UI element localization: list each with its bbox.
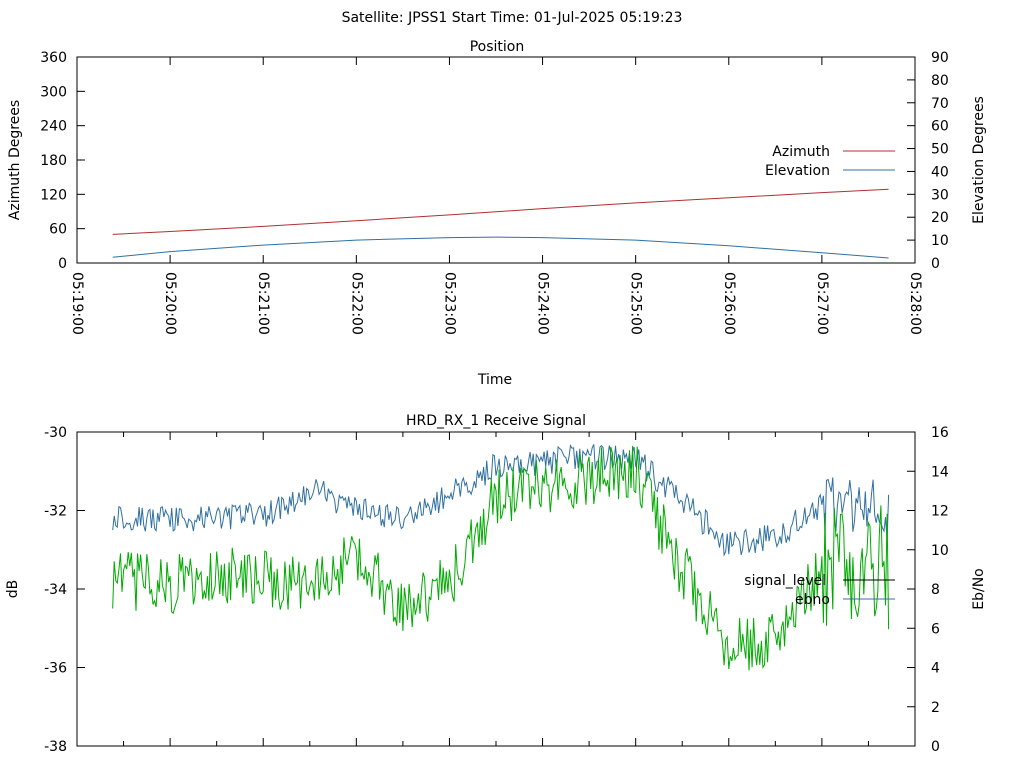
signal-series-2 bbox=[112, 445, 890, 671]
signal-y2-tick-label: 10 bbox=[931, 543, 949, 559]
position-y2-tick-label: 20 bbox=[931, 210, 949, 226]
position-y-tick-label: 0 bbox=[58, 256, 67, 272]
signal-y2-tick-label: 4 bbox=[931, 661, 940, 677]
signal-y2-axis-label: Eb/No bbox=[971, 568, 987, 610]
legend-label-azimuth: Azimuth bbox=[772, 144, 830, 160]
signal-y-tick-label: -38 bbox=[44, 739, 67, 755]
position-series-0 bbox=[112, 188, 889, 235]
position-chart-title: Position bbox=[470, 39, 525, 55]
position-y2-tick-label: 30 bbox=[931, 187, 949, 203]
legend-label-ebno: ebno bbox=[795, 592, 830, 608]
position-y2-tick-label: 70 bbox=[931, 96, 949, 112]
legend-label-elevation: Elevation bbox=[765, 163, 830, 179]
position-y-tick-label: 360 bbox=[40, 50, 67, 66]
signal-legend: signal_level ebno bbox=[744, 573, 895, 608]
signal-y2-tick-label: 16 bbox=[931, 425, 949, 441]
position-y2-tick-label: 90 bbox=[931, 50, 949, 66]
signal-y-tick-label: -36 bbox=[44, 661, 67, 677]
signal-y2-tick-label: 12 bbox=[931, 504, 949, 520]
position-x-tick-label: 05:20:00 bbox=[162, 272, 178, 335]
position-x-tick-label: 05:26:00 bbox=[721, 272, 737, 335]
position-x-tick-label: 05:21:00 bbox=[255, 272, 271, 335]
position-y-tick-label: 120 bbox=[40, 187, 67, 203]
position-y2-tick-label: 0 bbox=[931, 256, 940, 272]
signal-y2-tick-label: 2 bbox=[931, 700, 940, 716]
signal-plot-frame bbox=[76, 431, 916, 747]
signal-y-tick-label: -30 bbox=[44, 425, 67, 441]
position-x-tick-label: 05:25:00 bbox=[628, 272, 644, 335]
position-y-axis-label: Azimuth Degrees bbox=[7, 100, 23, 220]
signal-y2-tick-label: 8 bbox=[931, 582, 940, 598]
position-y2-tick-label: 60 bbox=[931, 119, 949, 135]
signal-y2-tick-label: 6 bbox=[931, 621, 940, 637]
position-x-axis-label: Time bbox=[477, 372, 512, 388]
signal-chart-title: HRD_RX_1 Receive Signal bbox=[406, 413, 586, 429]
position-y2-tick-label: 10 bbox=[931, 233, 949, 249]
figure-header: Satellite: JPSS1 Start Time: 01-Jul-2025… bbox=[342, 10, 683, 26]
position-x-tick-label: 05:23:00 bbox=[441, 272, 457, 335]
legend-label-signal-level: signal_level bbox=[744, 573, 826, 589]
position-series-1 bbox=[112, 236, 889, 259]
position-y-tick-label: 60 bbox=[49, 222, 67, 238]
position-x-tick-label: 05:27:00 bbox=[814, 272, 830, 335]
position-x-tick-label: 05:28:00 bbox=[907, 272, 923, 335]
position-y2-tick-label: 80 bbox=[931, 73, 949, 89]
position-legend: Azimuth Elevation bbox=[765, 144, 895, 179]
position-y2-axis-label: Elevation Degrees bbox=[971, 96, 987, 224]
signal-y2-tick-label: 0 bbox=[931, 739, 940, 755]
position-y-tick-label: 180 bbox=[40, 153, 67, 169]
position-plot-frame bbox=[76, 56, 916, 264]
position-y-tick-label: 300 bbox=[40, 84, 67, 100]
signal-y2-tick-label: 14 bbox=[931, 464, 949, 480]
position-y2-tick-label: 40 bbox=[931, 164, 949, 180]
signal-y-axis-label: dB bbox=[5, 580, 21, 599]
signal-y-tick-label: -32 bbox=[44, 504, 67, 520]
position-x-tick-label: 05:22:00 bbox=[348, 272, 364, 335]
signal-y-tick-label: -34 bbox=[44, 582, 67, 598]
signal-series-1 bbox=[112, 443, 890, 557]
position-y-tick-label: 240 bbox=[40, 119, 67, 135]
position-y2-tick-label: 50 bbox=[931, 142, 949, 158]
position-x-tick-label: 05:24:00 bbox=[535, 272, 551, 335]
position-x-tick-label: 05:19:00 bbox=[69, 272, 85, 335]
